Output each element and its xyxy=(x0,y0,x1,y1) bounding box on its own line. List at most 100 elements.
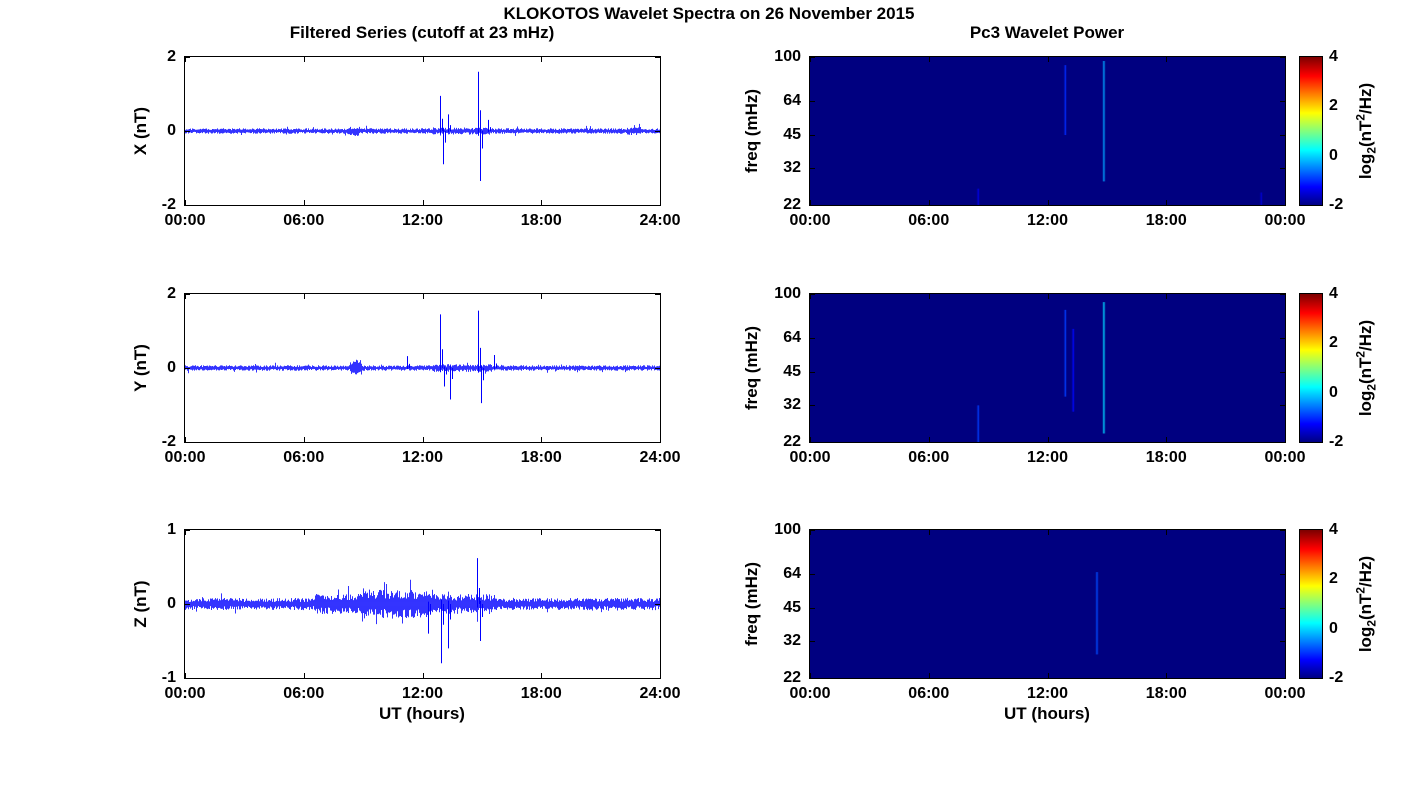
x-tick-label: 12:00 xyxy=(402,685,443,702)
y-tick-label: 64 xyxy=(783,328,801,346)
left-column-title: Filtered Series (cutoff at 23 mHz) xyxy=(289,23,555,42)
ylabel-x: X (nT) xyxy=(131,106,150,156)
x-tick-label: 18:00 xyxy=(1145,449,1187,466)
timeseries-panel-x xyxy=(184,56,661,206)
colorbar-label-suffix: /Hz) xyxy=(1356,319,1376,351)
colorbar-tick-label: 2 xyxy=(1329,334,1338,352)
x-tick-label: 18:00 xyxy=(520,212,562,229)
y-tick-label: 0 xyxy=(167,359,176,376)
x-tick-label: 06:00 xyxy=(283,449,325,466)
colorbar-label-sub: 2 xyxy=(1364,384,1379,391)
timeseries-panel-z xyxy=(184,529,661,679)
timeseries-panel-y xyxy=(184,293,661,443)
x-tick-label: 00:00 xyxy=(164,685,206,702)
colorbar-tick-label: 0 xyxy=(1329,146,1338,164)
colorbar-canvas-1 xyxy=(1300,57,1322,205)
y-tick-label: 0 xyxy=(167,122,176,139)
y-tick-label: -2 xyxy=(161,433,176,450)
colorbar-label-1: log2(nT2/Hz) xyxy=(1353,83,1378,179)
x-tick-label: 00:00 xyxy=(789,685,831,702)
colorbar-label-mid: (nT xyxy=(1356,357,1376,385)
y-tick-label: -1 xyxy=(161,669,176,686)
x-tick-label: 00:00 xyxy=(789,212,831,229)
colorbar-tick-label: 0 xyxy=(1329,383,1338,401)
colorbar-label-prefix: log xyxy=(1356,626,1376,653)
colorbar-canvas-3 xyxy=(1300,530,1322,678)
x-tick-label: 00:00 xyxy=(164,449,206,466)
figure-title: KLOKOTOS Wavelet Spectra on 26 November … xyxy=(503,4,915,23)
y-tick-label: 32 xyxy=(783,159,801,177)
x-tick-label: 00:00 xyxy=(789,449,831,466)
x-tick-label: 18:00 xyxy=(1145,685,1187,702)
x-tick-label: 24:00 xyxy=(639,685,681,702)
colorbar-tick-label: 2 xyxy=(1329,570,1338,588)
y-tick-label: 2 xyxy=(167,48,176,65)
x-tick-label: 00:00 xyxy=(164,212,206,229)
colorbar-label-sub: 2 xyxy=(1364,147,1379,154)
colorbar-tick-label: 2 xyxy=(1329,97,1338,115)
y-tick-label: 45 xyxy=(783,599,801,617)
x-tick-label: 06:00 xyxy=(908,212,950,229)
y-tick-label: 2 xyxy=(167,285,176,302)
x-tick-label: 00:00 xyxy=(1264,449,1306,466)
colorbar-label-sub: 2 xyxy=(1364,620,1379,627)
colorbar-tick-label: -2 xyxy=(1329,433,1344,450)
xlabel-right: UT (hours) xyxy=(1004,704,1090,723)
colorbar-label-2: log2(nT2/Hz) xyxy=(1353,320,1378,416)
x-tick-label: 12:00 xyxy=(1027,212,1068,229)
colorbar-tick-label: -2 xyxy=(1329,669,1344,686)
y-tick-label: 64 xyxy=(783,564,801,582)
x-tick-label: 12:00 xyxy=(1027,449,1068,466)
x-tick-label: 18:00 xyxy=(1145,212,1187,229)
x-tick-label: 06:00 xyxy=(908,685,950,702)
colorbar-tick-label: 4 xyxy=(1329,48,1338,65)
colorbar-label-mid: (nT xyxy=(1356,120,1376,148)
y-tick-label: 32 xyxy=(783,396,801,414)
colorbar-tick-label: 0 xyxy=(1329,619,1338,637)
wavelet-panel-y xyxy=(809,293,1286,443)
x-tick-label: 06:00 xyxy=(908,449,950,466)
colorbar-canvas-2 xyxy=(1300,294,1322,442)
x-tick-label: 00:00 xyxy=(1264,212,1306,229)
colorbar-tick-label: 4 xyxy=(1329,521,1338,538)
x-tick-label: 18:00 xyxy=(520,685,562,702)
ylabel-freq-2: freq (mHz) xyxy=(742,325,761,411)
y-tick-label: 45 xyxy=(783,126,801,144)
colorbar-label-sup: 2 xyxy=(1353,113,1368,121)
x-tick-label: 24:00 xyxy=(639,449,681,466)
y-tick-label: 0 xyxy=(167,595,176,612)
colorbar-label-sup: 2 xyxy=(1353,350,1368,358)
wavelet-canvas-x xyxy=(810,57,1285,205)
colorbar-label-suffix: /Hz) xyxy=(1356,82,1376,114)
x-tick-label: 06:00 xyxy=(283,212,325,229)
wavelet-canvas-y xyxy=(810,294,1285,442)
colorbar-label-prefix: log xyxy=(1356,153,1376,180)
wavelet-canvas-z xyxy=(810,530,1285,678)
wavelet-panel-x xyxy=(809,56,1286,206)
y-tick-label: -2 xyxy=(161,196,176,213)
ylabel-freq-1: freq (mHz) xyxy=(742,88,761,174)
xlabel-left: UT (hours) xyxy=(379,704,465,723)
x-tick-label: 12:00 xyxy=(402,449,443,466)
right-column-title: Pc3 Wavelet Power xyxy=(969,23,1125,42)
colorbar-tick-label: -2 xyxy=(1329,196,1344,213)
colorbar-2 xyxy=(1299,293,1323,443)
y-tick-label: 22 xyxy=(783,669,801,686)
colorbar-label-sup: 2 xyxy=(1353,586,1368,594)
x-tick-label: 06:00 xyxy=(283,685,325,702)
y-tick-label: 32 xyxy=(783,632,801,650)
y-tick-label: 100 xyxy=(774,48,801,65)
y-tick-label: 22 xyxy=(783,433,801,450)
timeseries-canvas-y xyxy=(185,294,660,442)
x-tick-label: 12:00 xyxy=(402,212,443,229)
colorbar-tick-label: 4 xyxy=(1329,285,1338,302)
y-tick-label: 45 xyxy=(783,363,801,381)
x-tick-label: 18:00 xyxy=(520,449,562,466)
colorbar-label-suffix: /Hz) xyxy=(1356,555,1376,587)
colorbar-1 xyxy=(1299,56,1323,206)
timeseries-canvas-x xyxy=(185,57,660,205)
ylabel-y: Y (nT) xyxy=(131,344,150,392)
x-tick-label: 12:00 xyxy=(1027,685,1068,702)
wavelet-panel-z xyxy=(809,529,1286,679)
